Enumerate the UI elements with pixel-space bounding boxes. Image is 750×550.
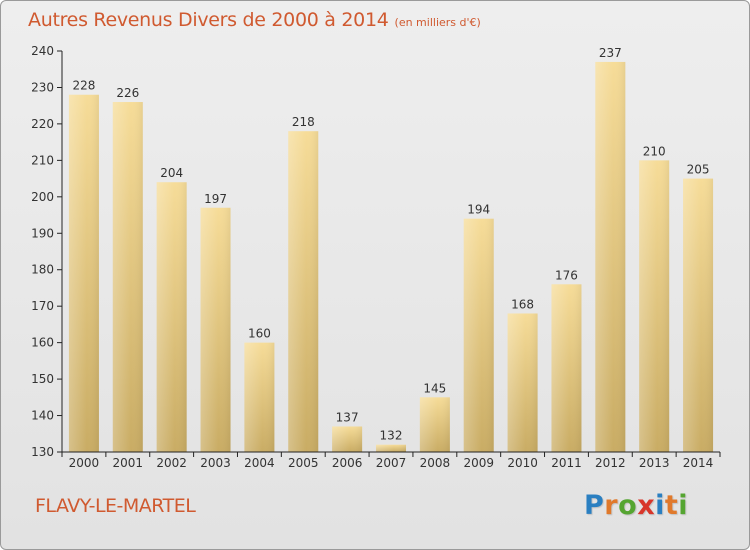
x-tick-label: 2011 <box>551 456 582 470</box>
bar-shade <box>507 313 538 452</box>
bar-2010: 168 <box>507 297 538 452</box>
x-tick-label: 2004 <box>244 456 275 470</box>
x-tick-label: 2001 <box>113 456 144 470</box>
bar-shade <box>112 102 143 452</box>
logo-letter: i <box>678 490 689 521</box>
bar-2006: 137 <box>332 410 363 452</box>
bar-value-label: 204 <box>160 166 183 180</box>
y-tick-label: 130 <box>31 445 54 459</box>
bar-shade <box>156 182 187 452</box>
logo-letter: r <box>604 490 619 521</box>
bar-shade <box>244 342 275 452</box>
bar-2012: 237 <box>595 46 626 452</box>
bar-value-label: 197 <box>204 192 227 206</box>
y-tick-label: 150 <box>31 372 54 386</box>
bar-value-label: 237 <box>599 46 622 60</box>
bar-2011: 176 <box>551 268 582 452</box>
x-tick-label: 2008 <box>420 456 451 470</box>
bar-value-label: 137 <box>336 410 359 424</box>
y-tick-label: 160 <box>31 336 54 350</box>
x-tick-label: 2002 <box>156 456 187 470</box>
bar-2001: 226 <box>112 86 143 452</box>
axes-group: 130 140 150 160 170 180 190 200 210 220 230 240 2000… <box>31 44 721 470</box>
bar-shade <box>376 444 406 452</box>
proxiti-logo[interactable]: Proxiti <box>584 490 688 521</box>
logo-letter: o <box>618 490 638 521</box>
bar-shade <box>288 131 319 452</box>
bar-shade <box>332 426 363 452</box>
bar-value-label: 145 <box>423 381 446 395</box>
logo-letter: t <box>664 490 679 521</box>
bar-value-label: 176 <box>555 268 578 282</box>
bar-2009: 194 <box>463 203 494 452</box>
bar-value-label: 226 <box>116 86 139 100</box>
bar-2014: 205 <box>683 163 714 452</box>
y-tick-label: 200 <box>31 190 54 204</box>
bar-2000: 228 <box>68 79 99 452</box>
bar-shade <box>68 94 99 452</box>
y-tick-label: 210 <box>31 153 54 167</box>
bar-shade <box>463 218 494 452</box>
commune-name: FLAVY-LE-MARTEL <box>35 495 196 517</box>
y-tick-label: 230 <box>31 80 54 94</box>
x-tick-label: 2005 <box>288 456 319 470</box>
bar-2004: 160 <box>244 327 275 452</box>
x-tick-label: 2009 <box>463 456 494 470</box>
logo-letter: P <box>584 490 605 521</box>
x-tick-label: 2014 <box>683 456 714 470</box>
bar-2003: 197 <box>200 192 231 452</box>
bar-2007: 132 <box>376 429 406 452</box>
y-tick-label: 170 <box>31 299 54 313</box>
bar-value-label: 194 <box>467 203 490 217</box>
bar-value-label: 205 <box>687 163 710 177</box>
bar-shade <box>639 160 670 452</box>
bar-value-label: 132 <box>380 429 403 443</box>
bar-value-label: 218 <box>292 115 315 129</box>
bar-shade <box>200 207 231 452</box>
y-tick-label: 220 <box>31 117 54 131</box>
logo-letter: x <box>637 490 656 521</box>
bar-2013: 210 <box>639 144 670 452</box>
y-tick-label: 140 <box>31 409 54 423</box>
x-tick-label: 2003 <box>200 456 231 470</box>
x-tick-label: 2006 <box>332 456 363 470</box>
logo-letter: i <box>655 490 665 521</box>
bar-2005: 218 <box>288 115 319 452</box>
bar-shade <box>419 397 450 452</box>
bar-shade <box>595 61 626 452</box>
bars-group: 228 226 204 197 160 218 137 132 145 194 168 176 237 2… <box>68 46 714 452</box>
x-tick-label: 2000 <box>69 456 100 470</box>
bar-2002: 204 <box>156 166 187 452</box>
x-tick-label: 2013 <box>639 456 670 470</box>
y-tick-label: 180 <box>31 263 54 277</box>
bar-shade <box>683 178 714 452</box>
bar-value-label: 160 <box>248 327 271 341</box>
bar-2008: 145 <box>419 381 450 452</box>
x-tick-label: 2012 <box>595 456 626 470</box>
bar-value-label: 210 <box>643 144 666 158</box>
bar-shade <box>551 284 582 452</box>
bar-value-label: 168 <box>511 297 534 311</box>
y-tick-label: 240 <box>31 44 54 58</box>
x-tick-label: 2010 <box>507 456 538 470</box>
chart-subtitle: (en milliers d'€) <box>394 16 481 29</box>
x-tick-label: 2007 <box>376 456 407 470</box>
y-tick-label: 190 <box>31 226 54 240</box>
chart-header: Autres Revenus Divers de 2000 à 2014 (en … <box>28 9 481 31</box>
chart-title: Autres Revenus Divers de 2000 à 2014 <box>28 9 389 31</box>
bar-value-label: 228 <box>72 79 95 93</box>
